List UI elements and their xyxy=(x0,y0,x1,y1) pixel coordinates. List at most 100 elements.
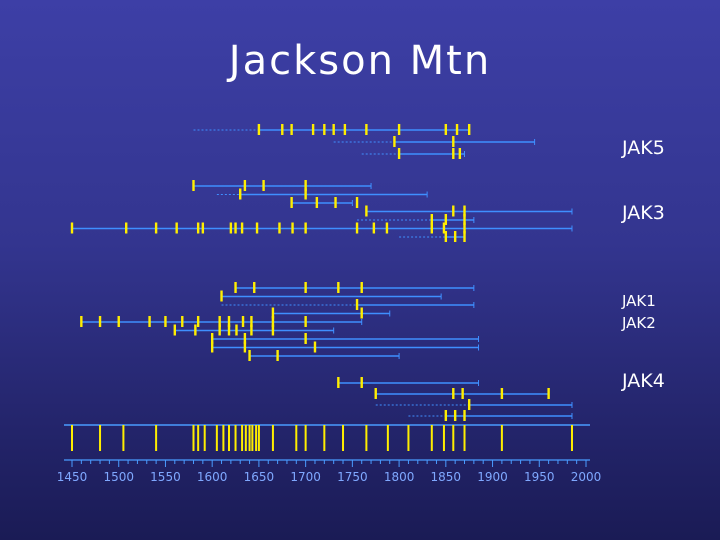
x-axis-tick-label: 2000 xyxy=(571,470,602,484)
composite-marker-bar xyxy=(244,425,247,451)
marker-year-bar xyxy=(463,222,466,234)
marker-year-bar xyxy=(117,316,120,327)
composite-marker-bar xyxy=(71,425,73,451)
marker-year-bar xyxy=(444,124,448,135)
marker-year-bar xyxy=(196,222,200,234)
marker-year-bar xyxy=(240,222,244,234)
group-label-jak3: JAK3 xyxy=(622,202,665,224)
marker-year-bar xyxy=(201,222,205,234)
x-axis-tick-label: 1600 xyxy=(197,470,228,484)
marker-year-bar xyxy=(196,316,200,327)
x-axis-tick-label: 1750 xyxy=(337,470,368,484)
marker-year-bar xyxy=(332,124,335,135)
marker-year-bar xyxy=(154,222,158,234)
marker-year-bar xyxy=(463,214,466,225)
marker-year-bar xyxy=(229,222,233,234)
marker-year-bar xyxy=(455,124,459,135)
marker-year-bar xyxy=(365,124,368,135)
composite-marker-bar xyxy=(442,425,445,451)
marker-year-bar xyxy=(194,324,197,336)
marker-year-bar xyxy=(393,136,396,147)
marker-year-bar xyxy=(385,222,389,234)
composite-marker-bar xyxy=(407,425,410,451)
marker-year-bar xyxy=(218,316,221,327)
x-axis-tick-label: 1450 xyxy=(57,470,88,484)
x-axis-tick-label: 1850 xyxy=(431,470,462,484)
marker-year-bar xyxy=(453,231,457,242)
marker-year-bar xyxy=(355,197,359,208)
composite-marker-bar xyxy=(122,425,125,451)
marker-year-bar xyxy=(430,222,433,234)
marker-year-bar xyxy=(278,222,281,234)
marker-year-bar xyxy=(360,377,363,388)
composite-marker-bar xyxy=(570,425,573,451)
x-axis-tick-label: 1800 xyxy=(384,470,415,484)
marker-year-bar xyxy=(452,148,455,159)
marker-year-bar xyxy=(271,316,275,327)
marker-year-bar xyxy=(241,316,245,327)
marker-year-bar xyxy=(210,341,214,353)
marker-year-bar xyxy=(458,148,462,159)
composite-marker-bar xyxy=(234,425,237,451)
marker-year-bar xyxy=(355,222,359,234)
group-label-jak5: JAK5 xyxy=(622,137,665,159)
group-label-jak4: JAK4 xyxy=(622,370,665,392)
marker-year-bar xyxy=(148,316,151,327)
marker-year-bar xyxy=(365,205,368,217)
marker-year-bar xyxy=(250,316,253,327)
marker-year-bar xyxy=(453,410,457,421)
marker-year-bar xyxy=(461,388,464,399)
marker-year-bar xyxy=(304,333,307,344)
marker-year-bar xyxy=(192,180,195,191)
marker-year-bar xyxy=(276,350,279,361)
marker-year-bar xyxy=(430,214,433,225)
x-axis-tick-label: 1700 xyxy=(290,470,321,484)
marker-year-bar xyxy=(271,307,275,319)
marker-year-bar xyxy=(304,282,307,293)
x-axis-tick-label: 1950 xyxy=(524,470,555,484)
marker-year-bar xyxy=(467,124,471,135)
marker-year-bar xyxy=(397,124,401,135)
marker-year-bar xyxy=(311,124,315,135)
marker-year-bar xyxy=(271,324,275,336)
x-axis-tick-label: 1550 xyxy=(150,470,181,484)
marker-year-bar xyxy=(125,222,128,234)
marker-year-bar xyxy=(313,341,317,353)
marker-year-bar xyxy=(291,222,294,234)
marker-year-bar xyxy=(463,205,466,217)
marker-year-bar xyxy=(243,341,247,353)
composite-marker-bar xyxy=(255,425,258,451)
x-axis-tick-label: 1500 xyxy=(103,470,134,484)
marker-year-bar xyxy=(210,333,214,344)
composite-marker-bar xyxy=(155,425,158,451)
marker-year-bar xyxy=(444,214,448,225)
marker-year-bar xyxy=(360,307,363,319)
composite-marker-bar xyxy=(203,425,206,451)
marker-year-bar xyxy=(175,222,178,234)
group-label-jak1-jak2: JAK1 JAK2 xyxy=(622,292,656,332)
marker-year-bar xyxy=(98,316,102,327)
marker-year-bar xyxy=(239,188,242,200)
marker-year-bar xyxy=(250,324,253,336)
x-axis-tick-label: 1900 xyxy=(477,470,508,484)
composite-marker-bar xyxy=(215,425,218,451)
marker-year-bar xyxy=(304,316,307,327)
marker-year-bar xyxy=(181,316,184,327)
composite-marker-bar xyxy=(463,425,466,451)
marker-year-bar xyxy=(173,324,176,336)
marker-year-bar xyxy=(547,388,550,399)
composite-marker-bar xyxy=(452,425,455,451)
x-axis-tick-label: 1650 xyxy=(244,470,275,484)
marker-year-bar xyxy=(334,197,337,208)
composite-marker-bar xyxy=(323,425,326,451)
marker-year-bar xyxy=(257,124,261,135)
composite-marker-bar xyxy=(430,425,433,451)
marker-year-bar xyxy=(304,188,307,200)
marker-year-bar xyxy=(452,388,455,399)
marker-year-bar xyxy=(467,399,471,410)
marker-year-bar xyxy=(227,316,231,327)
marker-year-bar xyxy=(290,197,293,208)
composite-marker-bar xyxy=(222,425,225,451)
composite-marker-bar xyxy=(99,425,102,451)
